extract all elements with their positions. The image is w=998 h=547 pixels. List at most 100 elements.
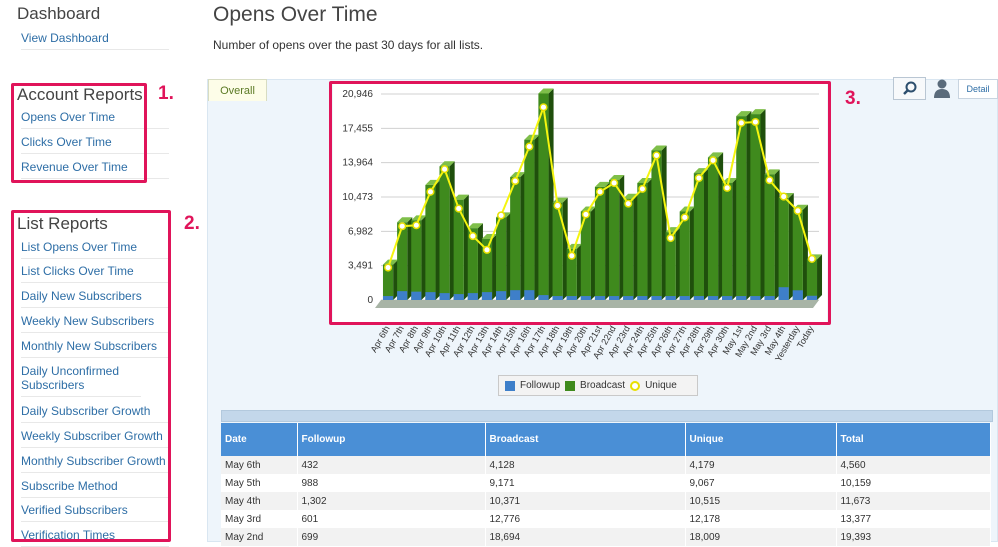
sidebar-item-list-opens[interactable]: List Opens Over Time [21, 240, 169, 259]
broadcast-bar-side [732, 177, 738, 300]
followup-bar [623, 296, 634, 300]
sidebar-item-monthly-growth[interactable]: Monthly Subscriber Growth [21, 454, 169, 473]
followup-bar [566, 296, 577, 300]
followup-bar [609, 296, 620, 300]
y-tick-label: 0 [367, 295, 373, 306]
cell-followup: 432 [297, 456, 486, 474]
broadcast-bar-side [590, 206, 596, 300]
detail-button[interactable]: Detail [958, 79, 998, 99]
sidebar-item-weekly-new-subscribers[interactable]: Weekly New Subscribers [21, 314, 169, 333]
unique-point [440, 165, 449, 174]
broadcast-bar [764, 174, 775, 300]
cell-date: May 3rd [221, 510, 298, 528]
legend-unique-swatch [630, 380, 641, 391]
y-tick-label: 6,982 [348, 226, 373, 237]
cell-followup: 1,302 [297, 492, 486, 510]
cell-broadcast: 9,171 [485, 474, 686, 492]
broadcast-bar [496, 217, 507, 300]
sidebar-item-list-clicks[interactable]: List Clicks Over Time [21, 264, 169, 283]
unique-point [426, 187, 435, 196]
column-header-date[interactable]: Date [221, 423, 298, 456]
followup-bar [552, 296, 563, 300]
broadcast-bar [736, 116, 747, 300]
broadcast-bar [467, 228, 478, 300]
sidebar-item-daily-growth[interactable]: Daily Subscriber Growth [21, 404, 169, 423]
broadcast-bar-side [788, 193, 794, 300]
user-button[interactable] [927, 77, 955, 100]
unique-point [539, 103, 548, 112]
followup-bar [439, 293, 450, 300]
broadcast-bar-top [750, 109, 766, 115]
broadcast-bar-side [746, 111, 752, 300]
broadcast-bar-side [576, 243, 582, 300]
legend-followup-label: Followup [520, 380, 561, 391]
followup-bar [510, 290, 521, 300]
sidebar-item-verified-subscribers[interactable]: Verified Subscribers [21, 503, 169, 522]
broadcast-bar [693, 173, 704, 300]
followup-bar [496, 291, 507, 300]
followup-bar [397, 291, 408, 300]
table-resize-strip[interactable] [221, 410, 993, 422]
view-dashboard-link[interactable]: View Dashboard [21, 31, 169, 50]
sidebar-item-weekly-growth[interactable]: Weekly Subscriber Growth [21, 429, 169, 448]
sidebar-item-daily-unconfirmed[interactable]: Daily Unconfirmed Subscribers [21, 364, 141, 397]
cell-date: May 2nd [221, 528, 298, 546]
unique-point [694, 173, 703, 183]
unique-point [737, 118, 746, 127]
cell-unique: 12,178 [685, 510, 837, 528]
followup-bar [425, 292, 436, 300]
cell-total: 11,673 [836, 492, 991, 510]
legend-followup-swatch [505, 380, 515, 391]
zoom-button[interactable] [893, 77, 926, 100]
broadcast-bar [510, 177, 521, 300]
cell-broadcast: 18,694 [485, 528, 686, 546]
broadcast-bar [792, 209, 803, 300]
opens-table: Date Followup Broadcast Unique Total May… [221, 423, 991, 546]
unique-point [610, 178, 619, 188]
sidebar-item-opens-over-time[interactable]: Opens Over Time [21, 110, 169, 129]
broadcast-bar-side [421, 215, 427, 300]
cell-broadcast: 10,371 [485, 492, 686, 510]
broadcast-bar-side [689, 206, 695, 300]
sidebar-item-subscribe-method[interactable]: Subscribe Method [21, 479, 169, 498]
sidebar-item-clicks-over-time[interactable]: Clicks Over Time [21, 135, 169, 154]
column-header-unique[interactable]: Unique [685, 423, 837, 456]
list-reports-heading: List Reports [17, 214, 108, 233]
table-header-row: Date Followup Broadcast Unique Total [221, 423, 991, 456]
followup-bar [764, 296, 775, 300]
legend-broadcast-label: Broadcast [580, 380, 626, 391]
column-header-total[interactable]: Total [836, 423, 991, 456]
annotation-box-account-reports [11, 83, 147, 183]
broadcast-bar-side [520, 172, 526, 300]
unique-point [680, 213, 689, 222]
unique-point [624, 199, 633, 208]
column-header-followup[interactable]: Followup [297, 423, 486, 456]
broadcast-bar-side [393, 259, 399, 300]
user-icon [934, 79, 950, 98]
sidebar-item-daily-new-subscribers[interactable]: Daily New Subscribers [21, 289, 169, 308]
unique-point [384, 263, 393, 272]
column-header-broadcast[interactable]: Broadcast [485, 423, 686, 456]
cell-unique: 18,009 [685, 528, 837, 546]
tab-overall[interactable]: Overall [208, 79, 267, 101]
unique-point [497, 211, 506, 220]
broadcast-bar [397, 222, 408, 300]
broadcast-bar [552, 202, 563, 300]
broadcast-bar [538, 93, 549, 300]
unique-point [468, 232, 477, 241]
broadcast-bar [750, 114, 761, 300]
unique-point [567, 251, 576, 260]
broadcast-bar [594, 186, 606, 300]
broadcast-bar-side [506, 212, 512, 300]
followup-bar [707, 296, 719, 300]
followup-bar [524, 290, 535, 300]
broadcast-bar [411, 220, 422, 300]
sidebar-item-monthly-new-subscribers[interactable]: Monthly New Subscribers [21, 339, 169, 358]
cell-followup: 699 [297, 528, 486, 546]
broadcast-bar-side [633, 193, 639, 300]
sidebar-item-revenue-over-time[interactable]: Revenue Over Time [21, 160, 169, 179]
cell-total: 4,560 [836, 456, 991, 474]
page-title: Opens Over Time [213, 3, 378, 26]
table-row: May 5th 988 9,171 9,067 10,159 [221, 474, 991, 492]
broadcast-bar-top [609, 175, 625, 181]
